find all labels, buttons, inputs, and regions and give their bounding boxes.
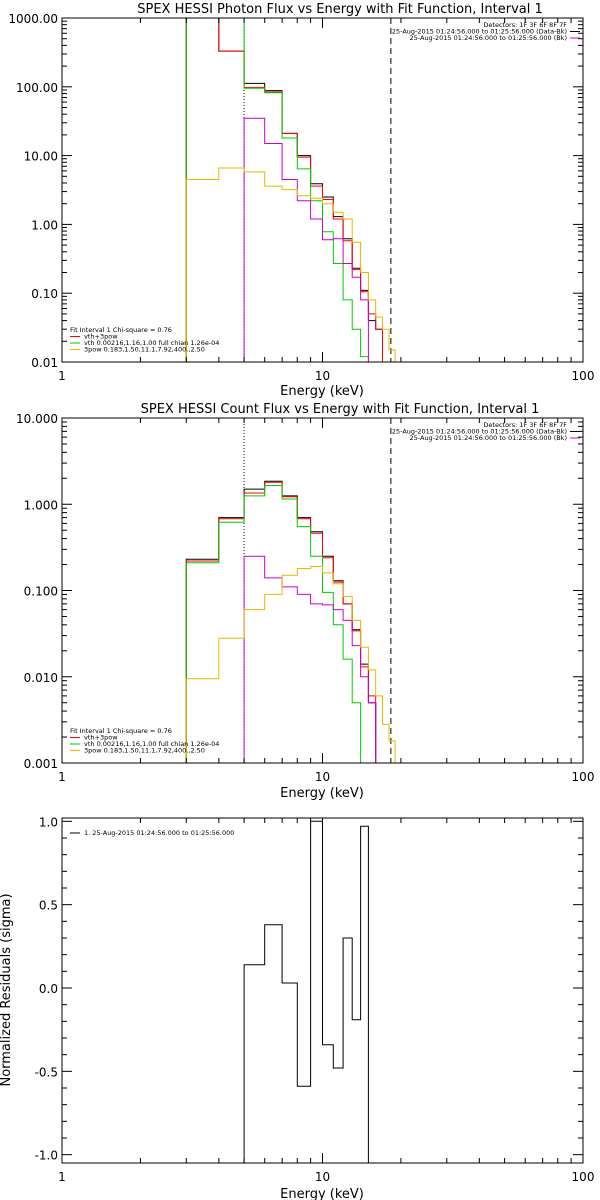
count-flux-y-tick-label: 10.000: [16, 412, 58, 426]
count-flux-legend-line-3: 3pow 0.183,1.50,11.1,7.92,400.,2.50: [84, 747, 205, 755]
photon-flux-y-tick-label: 0.10: [31, 287, 58, 301]
photon-flux-x-tick-label: 10: [315, 369, 330, 383]
residuals-x-tick-label: 1: [58, 1170, 66, 1184]
photon-flux-legend-line-3: 3pow 0.183,1.50,11.1,7.92,400.,2.50: [84, 346, 205, 354]
count-flux-header-line-1: 25-Aug-2015 01:24:56.000 to 01:25:56.000…: [392, 428, 567, 436]
photon-flux-series-4-step-line: [185, 167, 396, 362]
count-flux-legend-line-2: vth 0.00216,1.16,1.00 full chian 1.26e-0…: [84, 740, 219, 748]
count-flux-x-tick-label: 10: [315, 770, 330, 784]
photon-flux-series-1-step-line: [185, 18, 383, 362]
photon-flux-x-tick-label: 1: [58, 369, 66, 383]
count-flux-header-line-2: 25-Aug-2015 01:24:56.000 to 01:25:56.000…: [410, 434, 567, 442]
residuals-x-tick-label: 10: [315, 1170, 330, 1184]
photon-flux-legend-line-2: vth 0.00216,1.16,1.00 full chian 1.26e-0…: [84, 339, 219, 347]
photon-flux-y-tick-label: 1.00: [31, 218, 58, 232]
photon-flux-y-tick-label: 0.01: [31, 356, 58, 370]
residuals-legend-line-0: 1. 25-Aug-2015 01:24:56.000 to 01:25:56.…: [84, 829, 234, 837]
count-flux-y-tick-label: 0.100: [24, 585, 58, 599]
photon-flux-y-tick-label: 100.00: [16, 81, 58, 95]
photon-flux-plot-area: [185, 18, 396, 362]
photon-flux-y-tick-label: 10.00: [24, 150, 58, 164]
count-flux-plot-area: [185, 418, 402, 763]
photon-flux-header-line-1: 25-Aug-2015 01:24:56.000 to 01:25:56.000…: [392, 28, 567, 36]
count-flux-header-line-0: Detectors: 1F 3F 6F 8F 7F: [483, 421, 567, 429]
count-flux-y-tick-label: 0.001: [24, 757, 58, 771]
count-flux-title: SPEX HESSI Count Flux vs Energy with Fit…: [141, 402, 540, 417]
photon-flux-xlabel: Energy (keV): [280, 384, 364, 399]
residuals-series-0-step-line: [243, 820, 369, 1163]
count-flux-series-3-step-line: [243, 555, 383, 763]
count-flux-series-4-step-line: [185, 566, 402, 763]
residuals-y-tick-label: 0.0: [39, 982, 58, 996]
residuals-y-tick-label: 0.5: [39, 899, 58, 913]
residuals-xlabel: Energy (keV): [280, 1187, 364, 1200]
photon-flux-x-tick-label: 100: [572, 369, 595, 383]
residuals-x-tick-label: 100: [572, 1170, 595, 1184]
photon-flux-series-2-step-line: [185, 18, 369, 362]
photon-flux-legend-line-1: vth+3pow: [84, 333, 118, 341]
count-flux-legend-line-1: vth+3pow: [84, 734, 118, 742]
photon-flux-y-tick-label: 1000.00: [8, 12, 58, 26]
residuals-panel: Energy (keV) Normalized Residuals (sigma…: [0, 815, 594, 1200]
residuals-plot-area: [243, 820, 369, 1163]
count-flux-series-0-step-line: [185, 480, 383, 763]
count-flux-y-tick-label: 0.010: [24, 671, 58, 685]
residuals-y-tick-label: -0.5: [35, 1065, 58, 1079]
count-flux-series-2-step-line: [185, 485, 369, 763]
residuals-ylabel: Normalized Residuals (sigma): [0, 893, 14, 1086]
residuals-y-tick-label: -1.0: [35, 1149, 58, 1163]
photon-flux-series-0-step-line: [185, 18, 383, 362]
residuals-y-tick-label: 1.0: [39, 815, 58, 829]
photon-flux-panel: SPEX HESSI Photon Flux vs Energy with Fi…: [8, 2, 595, 399]
count-flux-legend-line-0: Fit Interval 1 Chi-square = 0.76: [70, 727, 172, 735]
photon-flux-header-line-2: 25-Aug-2015 01:24:56.000 to 01:25:56.000…: [410, 34, 567, 42]
count-flux-x-tick-label: 1: [58, 770, 66, 784]
photon-flux-header-line-0: Detectors: 1F 3F 6F 8F 7F: [483, 21, 567, 29]
photon-flux-legend-line-0: Fit Interval 1 Chi-square = 0.76: [70, 326, 172, 334]
count-flux-xlabel: Energy (keV): [280, 786, 364, 801]
photon-flux-title: SPEX HESSI Photon Flux vs Energy with Fi…: [137, 2, 543, 17]
photon-flux-series-3-step-line: [243, 117, 369, 362]
count-flux-panel: SPEX HESSI Count Flux vs Energy with Fit…: [16, 402, 594, 801]
count-flux-x-tick-label: 100: [572, 770, 595, 784]
count-flux-series-1-step-line: [185, 481, 383, 763]
count-flux-y-tick-label: 1.000: [24, 498, 58, 512]
